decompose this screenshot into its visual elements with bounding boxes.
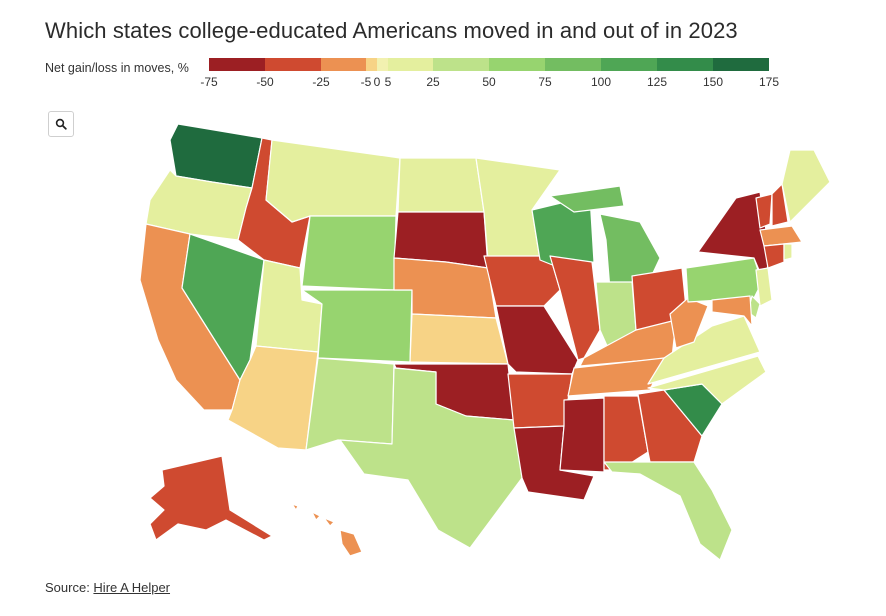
legend-tick: 50	[482, 75, 496, 89]
legend-bin-1	[265, 58, 321, 71]
state-ar[interactable]	[507, 373, 573, 429]
legend-bin-0	[209, 58, 265, 71]
source-link[interactable]: Hire A Helper	[93, 580, 171, 595]
state-nj[interactable]	[755, 267, 773, 307]
state-ms[interactable]	[559, 397, 605, 473]
state-mo[interactable]	[495, 305, 579, 375]
legend-bin-3	[366, 58, 377, 71]
legend-tick: 175	[758, 75, 780, 89]
state-mi-part-1[interactable]	[549, 185, 625, 213]
state-hi[interactable]	[339, 529, 363, 557]
legend-bin-2	[321, 58, 366, 71]
legend-tick: -25	[312, 75, 330, 89]
state-ks[interactable]	[409, 313, 509, 365]
legend-tick: -75	[200, 75, 218, 89]
state-nm[interactable]	[305, 357, 395, 451]
legend-tick: 150	[702, 75, 724, 89]
legend-bin-6	[433, 58, 489, 71]
state-md[interactable]	[711, 295, 753, 327]
state-nd[interactable]	[397, 157, 485, 213]
legend-bin-10	[657, 58, 713, 71]
legend-tick: 5	[384, 75, 392, 89]
state-vt[interactable]	[755, 193, 773, 229]
state-me[interactable]	[781, 149, 831, 223]
legend-tick: 100	[590, 75, 612, 89]
legend-bin-11	[713, 58, 769, 71]
state-ak[interactable]	[149, 455, 273, 541]
legend-bin-4	[377, 58, 388, 71]
legend-ticks: -75 -50 -25 -5 0 5 25 50 75 100 125 150 175	[0, 75, 886, 91]
state-tn[interactable]	[567, 357, 665, 397]
legend-bin-7	[489, 58, 545, 71]
zoom-button[interactable]	[48, 111, 74, 137]
state-hi-part-3[interactable]	[323, 517, 335, 527]
state-fl[interactable]	[603, 461, 733, 561]
state-pa[interactable]	[685, 257, 763, 303]
source-prefix: Source:	[45, 580, 94, 595]
legend-color-bar	[209, 58, 769, 71]
state-nc[interactable]	[647, 355, 767, 405]
legend-label: Net gain/loss in moves, %	[45, 61, 189, 75]
state-va[interactable]	[647, 315, 761, 385]
legend-bin-5	[388, 58, 433, 71]
state-wv[interactable]	[669, 297, 709, 349]
state-mt[interactable]	[265, 139, 401, 223]
state-ct[interactable]	[763, 243, 785, 269]
legend-tick: 75	[538, 75, 552, 89]
state-al[interactable]	[603, 395, 649, 471]
state-wy[interactable]	[301, 215, 397, 291]
state-tx[interactable]	[339, 367, 523, 549]
source-line: Source: Hire A Helper	[45, 580, 170, 595]
state-ri[interactable]	[783, 243, 793, 261]
state-hi-part-1[interactable]	[291, 503, 299, 511]
legend-bin-8	[545, 58, 601, 71]
legend-bin-9	[601, 58, 657, 71]
legend-tick: 125	[646, 75, 668, 89]
chart-title: Which states college-educated Americans …	[45, 18, 738, 43]
legend-tick: 0	[373, 75, 381, 89]
legend-tick: 25	[426, 75, 440, 89]
legend-tick: -5	[360, 75, 372, 89]
search-icon	[55, 118, 67, 130]
state-ma[interactable]	[759, 225, 803, 247]
state-hi-part-2[interactable]	[311, 511, 321, 521]
legend-tick: -50	[256, 75, 274, 89]
state-nh[interactable]	[771, 183, 789, 227]
